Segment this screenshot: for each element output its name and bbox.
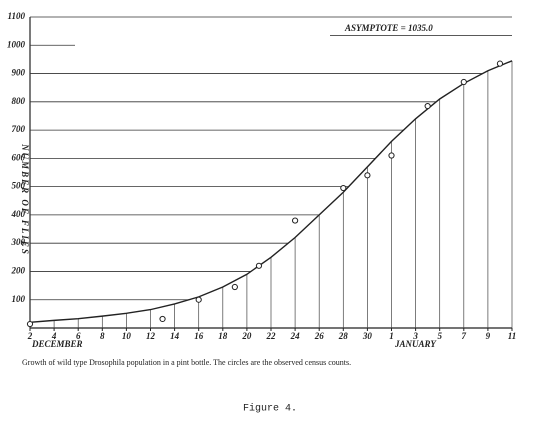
x-tick-label: 18 — [218, 331, 228, 341]
observed-point — [255, 262, 263, 269]
y-tick-label: 1100 — [7, 11, 25, 21]
observed-point — [496, 60, 504, 67]
x-tick-label: 7 — [462, 331, 467, 341]
y-tick-label: 200 — [11, 266, 26, 276]
x-tick-label: 6 — [76, 331, 81, 341]
observed-point — [159, 315, 166, 323]
y-tick-label: 1000 — [7, 39, 26, 49]
y-tick-label: 500 — [12, 181, 26, 191]
x-tick-label: 11 — [508, 331, 517, 341]
y-tick-label: 600 — [12, 152, 26, 162]
x-tick-label: 12 — [146, 331, 156, 341]
x-tick-label: 3 — [412, 331, 418, 341]
x-tick-label: 28 — [338, 331, 349, 341]
observed-point — [340, 184, 347, 192]
observed-point — [231, 283, 238, 291]
x-tick-label: 4 — [51, 331, 57, 341]
observed-point — [195, 296, 202, 303]
observed-point — [26, 320, 34, 328]
x-tick-label: 26 — [314, 331, 325, 341]
y-tick-label: 300 — [11, 237, 26, 247]
curve — [29, 60, 513, 324]
observed-point — [292, 217, 299, 224]
y-tick-label: 100 — [12, 294, 26, 304]
y-axis-label: NUMBER OF FLIES — [20, 143, 30, 256]
x-tick-label: 1 — [389, 331, 394, 341]
month-label: JANUARY — [394, 339, 437, 349]
x-tick-label: 20 — [241, 331, 252, 341]
x-tick-label: 14 — [170, 331, 180, 341]
month-label: DECEMBER — [31, 339, 83, 349]
x-tick-label: 16 — [194, 331, 204, 341]
observed-point — [424, 102, 431, 110]
y-tick-label: 400 — [11, 209, 26, 219]
x-tick-label: 9 — [486, 331, 491, 341]
y-tick-label: 800 — [12, 96, 26, 106]
x-tick-label: 22 — [266, 331, 277, 341]
x-tick-label: 2 — [27, 331, 33, 341]
x-tick-label: 8 — [100, 331, 105, 341]
x-tick-label: 5 — [437, 331, 442, 341]
y-tick-label: 700 — [12, 124, 26, 134]
observed-point — [460, 78, 467, 86]
x-tick-label: 30 — [362, 331, 373, 341]
observed-point — [388, 152, 395, 159]
y-tick-label: 900 — [12, 68, 26, 78]
observed-point — [364, 172, 371, 179]
x-tick-label: 24 — [290, 331, 301, 341]
x-tick-label: 10 — [122, 331, 132, 341]
caption: Growth of wild type Drosophila populatio… — [22, 358, 351, 367]
figure-label: Figure 4. — [243, 403, 297, 415]
annotation: ASYMPTOTE = 1035.0 — [344, 23, 433, 33]
